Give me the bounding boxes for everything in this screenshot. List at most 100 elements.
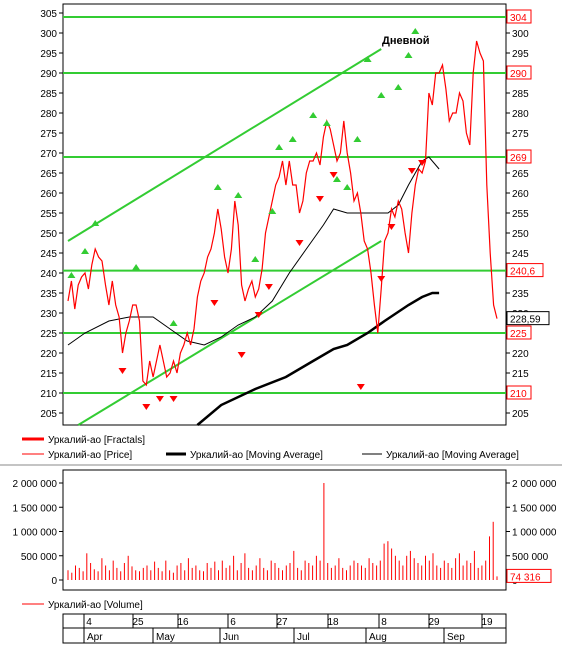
fractal-up-marker <box>91 220 100 226</box>
fractal-up-marker <box>169 320 178 326</box>
fractal-down-marker <box>142 404 151 410</box>
y-tick-label-left: 260 <box>40 189 57 200</box>
level-label-text: 269 <box>510 153 527 164</box>
volume-tick-label-right: 1 000 000 <box>512 528 557 539</box>
channel-line <box>77 240 382 426</box>
volume-tick-label-right: 2 000 000 <box>512 479 557 490</box>
level-label: 225 <box>506 325 532 340</box>
fractal-down-marker <box>295 240 304 246</box>
ma-long-line <box>196 291 440 426</box>
fractal-down-marker <box>118 368 127 374</box>
day-tick-label: 4 <box>86 617 92 628</box>
day-tick-label: 29 <box>428 617 440 628</box>
day-tick-label: 18 <box>327 617 339 628</box>
level-label-box <box>506 263 544 278</box>
fractal-up-marker <box>275 144 284 150</box>
volume-tick-label-left: 1 500 000 <box>13 503 58 514</box>
fractal-up-marker <box>288 136 297 142</box>
level-label: 210 <box>506 385 532 400</box>
y-tick-label-left: 205 <box>40 409 57 420</box>
level-label-box <box>506 385 532 400</box>
price-axes: 2052052102102152152202202252252302302352… <box>40 9 550 420</box>
y-tick-label-right: 300 <box>512 29 529 40</box>
day-tick-label: 27 <box>276 617 288 628</box>
fractal-up-marker <box>213 184 222 190</box>
level-label-text: 304 <box>510 13 527 24</box>
y-tick-label-right: 220 <box>512 349 529 360</box>
y-tick-label-left: 240 <box>40 269 57 280</box>
fractal-up-marker <box>81 248 90 254</box>
y-tick-label-left: 290 <box>40 69 57 80</box>
y-tick-label-right: 260 <box>512 189 529 200</box>
time-axis: 4 25 16 6 27 18 8 29 19 Apr May Jun Jul Aug Sep <box>83 614 493 643</box>
y-tick-label-right: 275 <box>512 129 529 140</box>
fractal-down-marker <box>356 384 365 390</box>
price-line <box>67 40 498 387</box>
y-tick-label-left: 255 <box>40 209 57 220</box>
y-tick-label-right: 255 <box>512 209 529 220</box>
volume-layer <box>67 483 498 580</box>
day-tick-label: 6 <box>230 617 236 628</box>
legend-item-volume: Уркалий-ао [Volume] <box>48 600 143 611</box>
level-label: 290 <box>506 65 532 80</box>
ma-short-line <box>67 156 440 346</box>
level-label-text: 290 <box>510 69 527 80</box>
fractal-up-marker <box>377 92 386 98</box>
volume-tick-label-left: 0 <box>51 576 57 587</box>
fractal-up-marker <box>394 84 403 90</box>
y-tick-label-left: 225 <box>40 329 57 340</box>
y-tick-label-right: 245 <box>512 249 529 260</box>
y-tick-label-left: 295 <box>40 49 57 60</box>
level-label-box <box>506 9 532 24</box>
y-tick-label-left: 250 <box>40 229 57 240</box>
day-tick-label: 25 <box>132 617 144 628</box>
fractal-up-marker <box>67 272 76 278</box>
day-tick-label: 8 <box>381 617 387 628</box>
fractal-down-marker <box>254 312 263 318</box>
level-label: 240,6 <box>506 263 544 278</box>
legend-item-fractals: Уркалий-ао [Fractals] <box>48 435 145 446</box>
y-tick-label-left: 280 <box>40 109 57 120</box>
volume-last-label-text: 74 316 <box>510 572 541 583</box>
y-tick-label-right: 235 <box>512 289 529 300</box>
fractal-up-marker <box>332 176 341 182</box>
fractal-up-marker <box>363 56 372 62</box>
fractal-down-marker <box>264 284 273 290</box>
fractal-down-marker <box>210 300 219 306</box>
y-tick-label-right: 215 <box>512 369 529 380</box>
day-tick-label: 19 <box>481 617 493 628</box>
y-tick-label-left: 270 <box>40 149 57 160</box>
y-tick-label-left: 275 <box>40 129 57 140</box>
fractal-up-marker <box>132 264 141 270</box>
month-label: Jul <box>297 632 310 643</box>
y-tick-label-left: 215 <box>40 369 57 380</box>
level-label-text: 240,6 <box>510 267 535 278</box>
fractal-up-marker <box>234 192 243 198</box>
y-tick-label-left: 210 <box>40 389 57 400</box>
legend-item-ma-long: Уркалий-ао [Moving Average] <box>190 450 323 461</box>
y-tick-label-right: 295 <box>512 49 529 60</box>
y-tick-label-left: 235 <box>40 289 57 300</box>
level-label: 269 <box>506 149 532 164</box>
level-label-box <box>506 325 532 340</box>
level-label-box <box>506 149 532 164</box>
level-label-text: 210 <box>510 389 527 400</box>
y-tick-label-left: 220 <box>40 349 57 360</box>
fractal-up-marker <box>251 256 260 262</box>
level-label-text: 228,59 <box>510 315 541 326</box>
fractal-down-marker <box>407 168 416 174</box>
y-tick-label-left: 230 <box>40 309 57 320</box>
level-label-box <box>506 311 550 326</box>
fractal-down-marker <box>418 160 427 166</box>
volume-tick-label-left: 2 000 000 <box>13 479 58 490</box>
month-label: Apr <box>87 632 103 643</box>
fractal-up-marker <box>353 136 362 142</box>
price-layer <box>63 16 506 426</box>
legend-item-price: Уркалий-ао [Price] <box>48 450 132 461</box>
legend-top: Уркалий-ао [Fractals] Уркалий-ао [Price]… <box>22 435 519 461</box>
fractal-down-marker <box>315 196 324 202</box>
level-label: 228,59 <box>506 311 550 326</box>
legend-item-ma-short: Уркалий-ао [Moving Average] <box>386 450 519 461</box>
